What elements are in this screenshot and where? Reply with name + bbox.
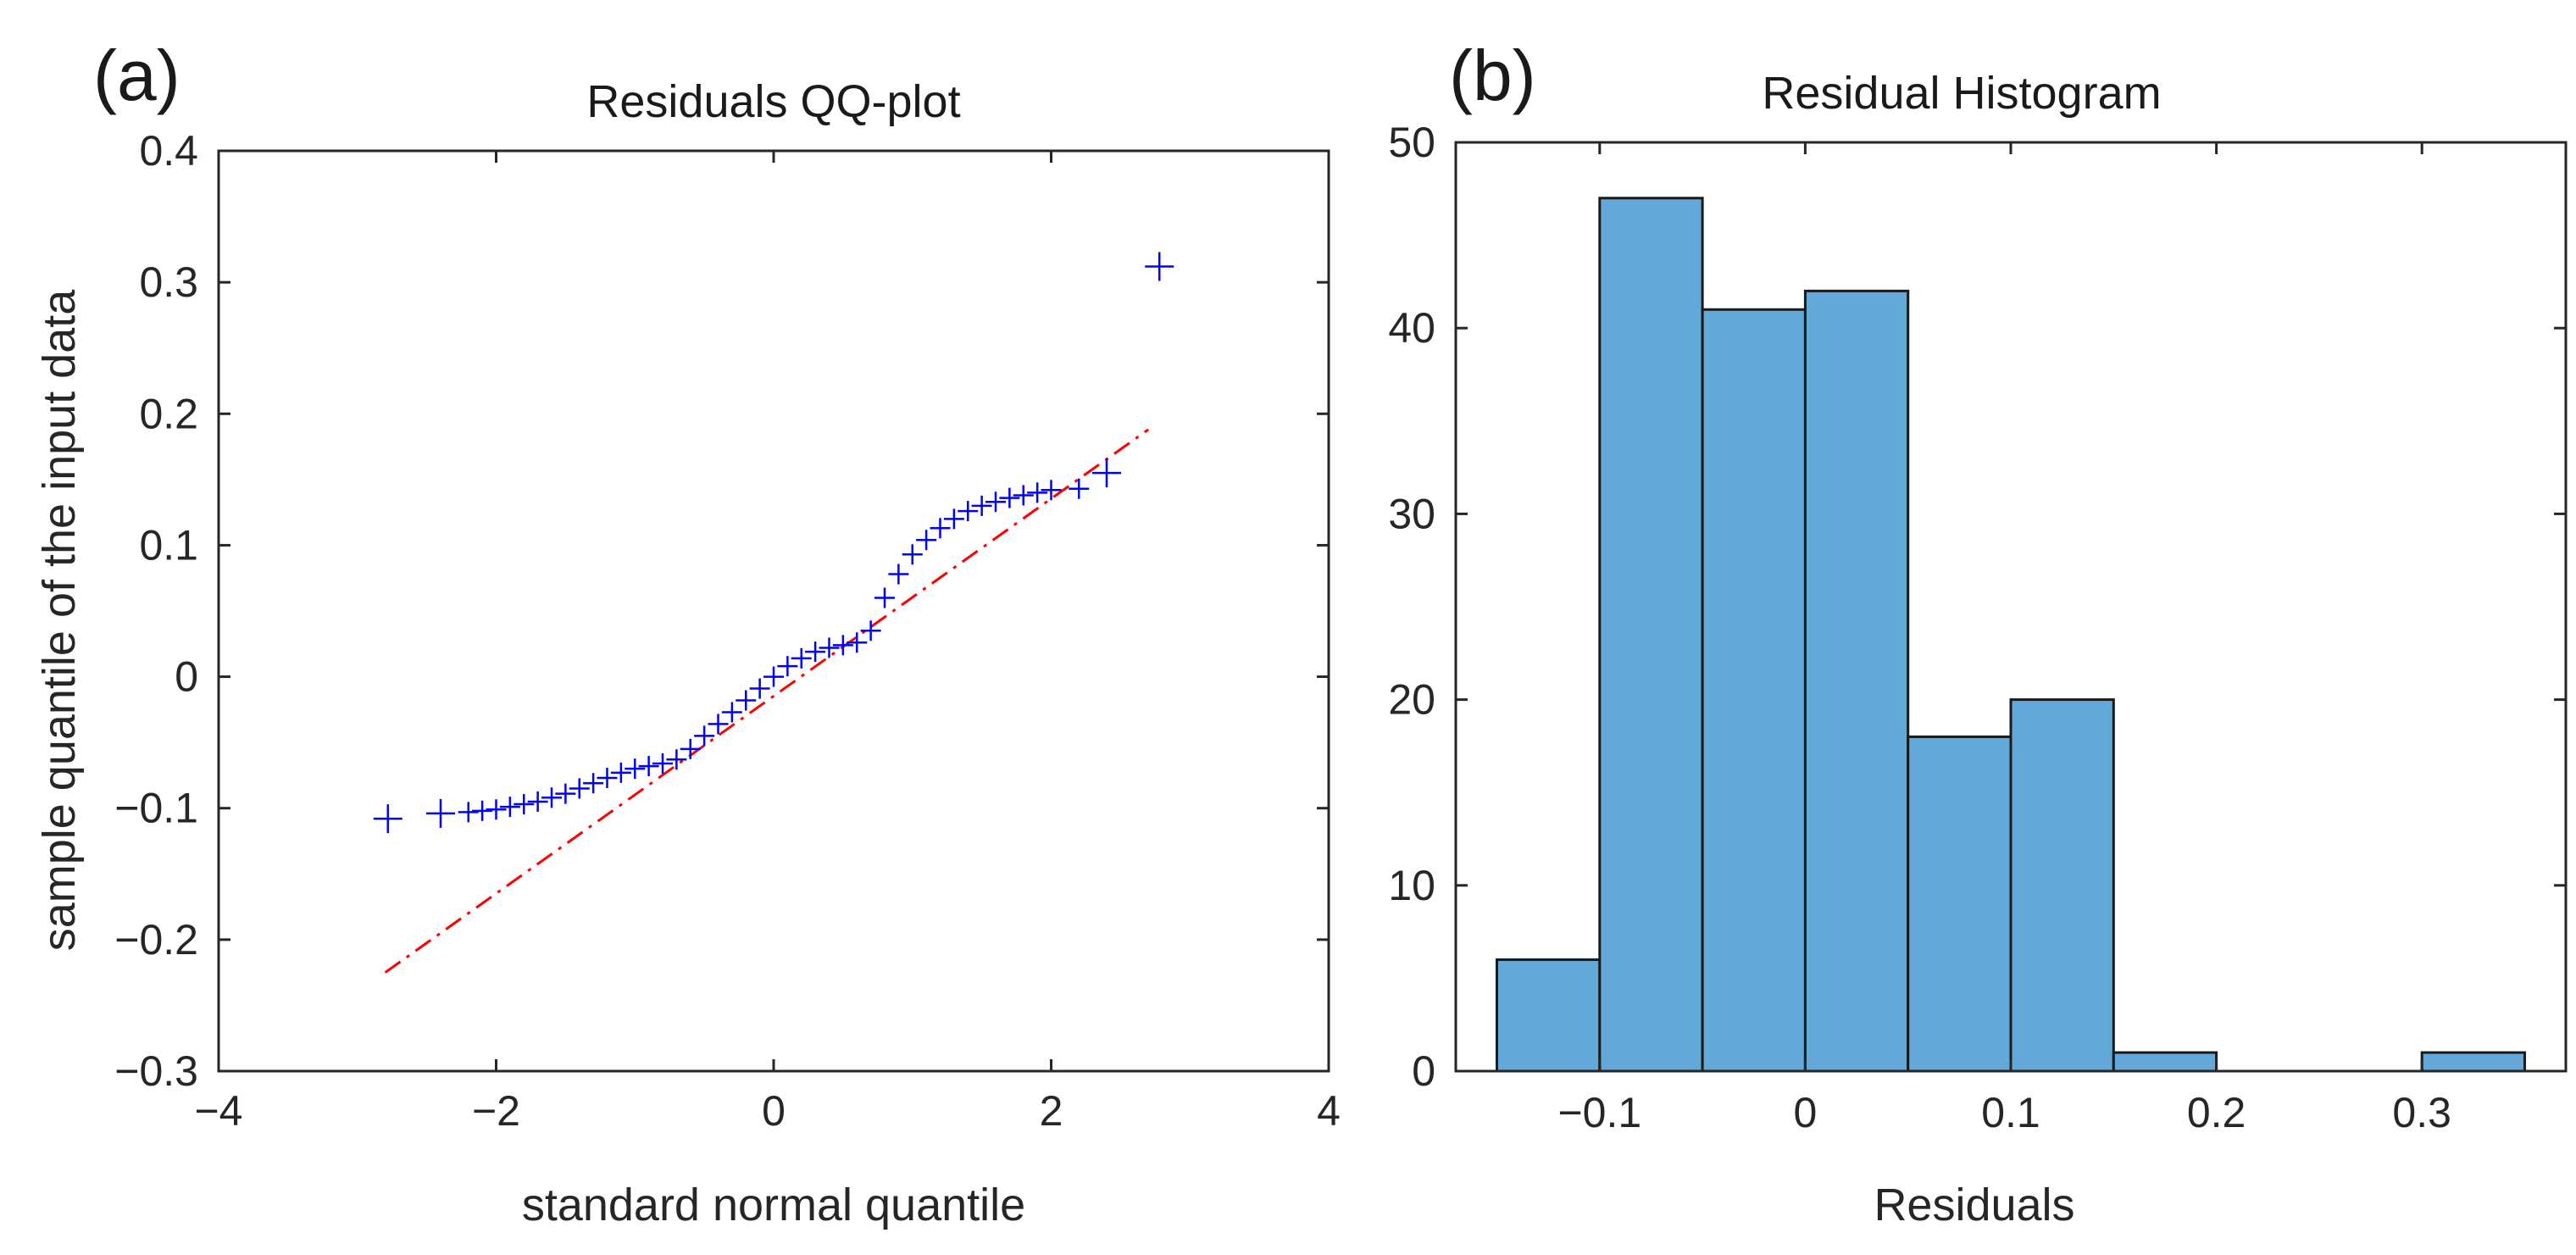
qq-plot-panel: (a) Residuals QQ-plot standard normal qu… (34, 36, 1341, 1230)
qq-point (902, 544, 923, 565)
qq-point (916, 530, 937, 551)
qq-y-ticks: −0.3 −0.2 −0.1 0 0.1 0.2 0.3 0.4 (114, 127, 1329, 1095)
qq-plot-title: Residuals QQ-plot (586, 76, 960, 127)
qq-point (597, 768, 618, 789)
qq-point (763, 666, 784, 687)
histogram-y-tick-label: 40 (1388, 304, 1435, 352)
qq-point (777, 656, 798, 677)
qq-point (847, 632, 868, 653)
qq-y-tick-label: 0.4 (139, 127, 198, 175)
qq-point (666, 749, 687, 770)
qq-reference-line (384, 428, 1149, 974)
qq-point (541, 787, 562, 808)
qq-point (680, 738, 701, 759)
qq-point (1069, 478, 1090, 499)
histogram-bar (2112, 1051, 2218, 1073)
qq-point (1027, 482, 1048, 503)
qq-x-ticks: −4 −2 0 2 4 (194, 151, 1341, 1135)
qq-point (458, 802, 479, 823)
qq-x-tick-label: 0 (762, 1087, 786, 1135)
qq-point (555, 783, 576, 804)
qq-y-tick-label: −0.2 (114, 916, 198, 963)
histogram-x-tick-label: 0.1 (1981, 1089, 2040, 1136)
histogram-axes-box (1454, 141, 2568, 1073)
qq-point (638, 756, 659, 777)
qq-point (1041, 480, 1062, 501)
qq-point (1092, 458, 1121, 488)
qq-point (514, 794, 535, 815)
qq-points-group (373, 252, 1174, 834)
qq-point (625, 758, 646, 780)
qq-point (610, 762, 631, 783)
qq-point (860, 620, 881, 641)
qq-y-tick-label: 0.2 (139, 390, 198, 437)
qq-y-tick-label: −0.3 (114, 1047, 198, 1095)
histogram-x-tick-label: 0 (1794, 1089, 1818, 1136)
histogram-x-tick-label: 0.2 (2187, 1089, 2246, 1136)
histogram-title: Residual Histogram (1762, 68, 2161, 119)
histogram-bar (2009, 698, 2115, 1073)
qq-x-tick-label: 4 (1317, 1087, 1341, 1135)
qq-point (999, 487, 1020, 508)
qq-y-tick-label: 0 (175, 653, 198, 701)
histogram-y-tick-label: 20 (1388, 676, 1435, 724)
histogram-x-tick-label: −0.1 (1557, 1089, 1641, 1136)
histogram-y-tick-label: 50 (1388, 119, 1435, 166)
qq-y-tick-label: −0.1 (114, 785, 198, 832)
qq-point (426, 798, 455, 828)
qq-point (985, 491, 1006, 513)
qq-point (819, 637, 840, 658)
qq-point (930, 518, 951, 539)
histogram-bar (1598, 197, 1704, 1073)
histogram-x-tick-label: 0.3 (2392, 1089, 2451, 1136)
histogram-bar (1496, 958, 1602, 1073)
qq-point (1145, 252, 1174, 281)
histogram-y-tick-label: 30 (1388, 490, 1435, 537)
qq-plot-axes-box (217, 149, 1330, 1073)
qq-point (791, 647, 812, 669)
qq-point (486, 799, 507, 820)
qq-point (805, 641, 826, 663)
qq-point (832, 635, 853, 656)
qq-y-tick-label: 0.1 (139, 521, 198, 569)
qq-point (499, 797, 520, 818)
histogram-x-ticks: −0.1 0 0.1 0.2 0.3 (1557, 142, 2451, 1136)
qq-point (472, 800, 493, 821)
qq-point (721, 702, 742, 723)
qq-reference-line-group (384, 428, 1149, 974)
panel-label-a: (a) (93, 36, 180, 115)
histogram-bar (2420, 1051, 2526, 1073)
histogram-bar (1701, 308, 1807, 1073)
qq-point (736, 690, 757, 711)
qq-y-tick-label: 0.3 (139, 258, 198, 306)
qq-x-tick-label: −2 (472, 1087, 520, 1135)
qq-point (874, 587, 895, 608)
histogram-y-tick-label: 0 (1412, 1047, 1435, 1095)
qq-point (694, 725, 715, 747)
qq-point (708, 714, 729, 735)
qq-point (569, 778, 590, 799)
qq-x-tick-label: 2 (1040, 1087, 1063, 1135)
histogram-xlabel: Residuals (1874, 1180, 2074, 1230)
qq-point (1013, 485, 1034, 506)
qq-x-tick-label: −4 (194, 1087, 242, 1135)
qq-point (373, 804, 402, 834)
qq-point (583, 773, 604, 794)
qq-plot-ylabel: sample quantile of the input data (34, 289, 85, 952)
qq-point (652, 752, 673, 774)
histogram-panel: (b) Residual Histogram Residuals −0.1 0 0.… (1388, 36, 2568, 1230)
histogram-bars-group (1496, 197, 2526, 1073)
histogram-bar (1803, 289, 1910, 1073)
qq-point (958, 501, 979, 522)
panel-label-b: (b) (1449, 36, 1536, 115)
histogram-bar (1907, 735, 2012, 1073)
qq-plot-xlabel: standard normal quantile (522, 1180, 1025, 1230)
histogram-y-tick-label: 10 (1388, 862, 1435, 909)
qq-point (943, 508, 964, 530)
qq-point (527, 791, 548, 812)
qq-point (749, 678, 770, 699)
qq-point (971, 495, 992, 516)
qq-point (888, 564, 909, 585)
